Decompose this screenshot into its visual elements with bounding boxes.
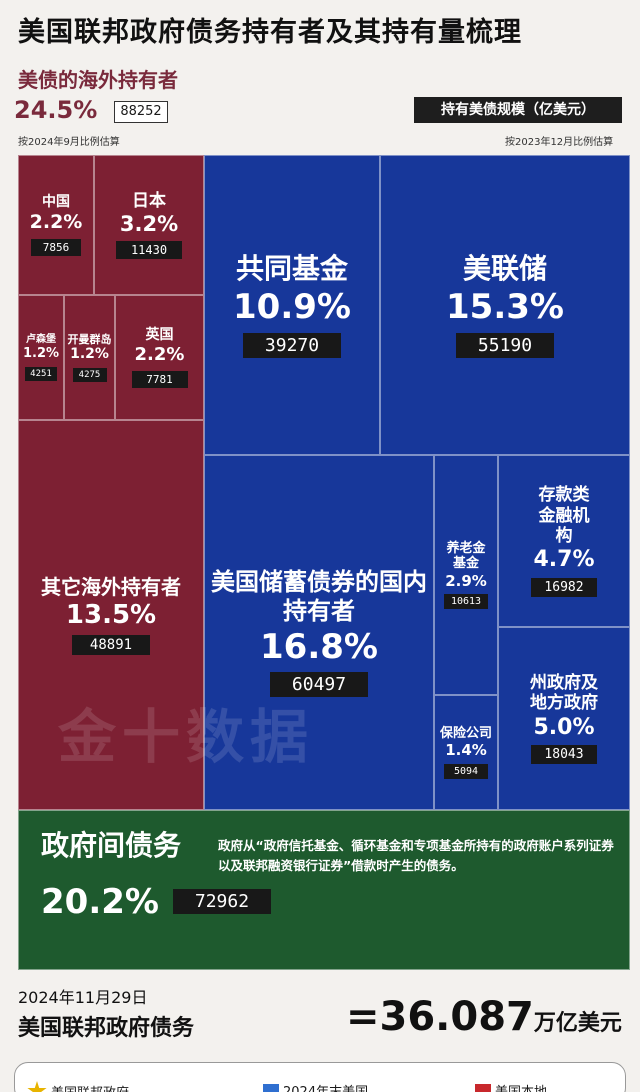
cell-state-local: 州政府及地方政府 5.0% 18043 (498, 627, 630, 810)
star-icon (27, 1081, 47, 1092)
cell-amount: 55190 (456, 332, 554, 358)
cell-amount: 60497 (270, 672, 368, 698)
scale-label: 持有美债规模（亿美元） (414, 97, 622, 123)
date-label: 2024年11月29日 (18, 988, 148, 1007)
legend: 美国联邦政府 2024年末美国 美国本地 (14, 1062, 626, 1092)
cell-pct: 10.9% (233, 287, 351, 328)
cell-amount: 4251 (25, 366, 57, 381)
cell-amount: 4275 (72, 367, 107, 382)
cell-label: 州政府及地方政府 (530, 672, 598, 714)
intragovernmental-note: 政府从“政府信托基金、循环基金和专项基金所持有的政府账户系列证券以及联邦融资银行… (218, 838, 614, 873)
cell-pct: 2.9% (445, 571, 487, 590)
cell-pct: 5.0% (533, 714, 595, 740)
domestic-estimate-note: 按2023年12月比例估算 (505, 137, 614, 148)
legend-label: 美国联邦政府 (51, 1082, 129, 1092)
cell-luxembourg: 卢森堡 1.2% 4251 (18, 295, 64, 420)
cell-label: 英国 (145, 327, 174, 344)
cell-pct: 15.3% (446, 287, 564, 328)
cell-pension-funds: 养老金基金 2.9% 10613 (434, 455, 498, 695)
foreign-holders-heading: 美债的海外持有者 (18, 68, 178, 92)
cell-label: 存款类金融机构 (538, 485, 590, 546)
foreign-holders-amount: 88252 (114, 101, 168, 123)
cell-pct: 1.2% (22, 346, 60, 362)
cell-amount: 11430 (116, 241, 182, 260)
cell-amount: 5094 (444, 764, 488, 780)
cell-pct: 4.7% (533, 547, 595, 573)
cell-mutual-funds: 共同基金 10.9% 39270 (204, 155, 380, 455)
cell-label: 保险公司 (439, 725, 492, 741)
legend-label: 2024年末美国 (283, 1081, 368, 1092)
cell-savings-bonds: 美国储蓄债券的国内持有者 16.8% 60497 (204, 455, 434, 810)
cell-amount: 48891 (72, 635, 150, 656)
legend-swatch (475, 1083, 491, 1092)
cell-amount: 7781 (131, 370, 188, 388)
cell-label: 政府间债务 (41, 829, 182, 862)
cell-depository: 存款类金融机构 4.7% 16982 (498, 455, 630, 627)
watermark: 金十数据 (58, 703, 315, 771)
foreign-holders-pct: 24.5% (14, 96, 98, 124)
cell-label: 美国储蓄债券的国内持有者 (211, 567, 427, 625)
cell-label: 共同基金 (235, 252, 348, 286)
legend-swatch (263, 1083, 279, 1092)
cell-amount: 10613 (444, 594, 488, 610)
cell-label: 日本 (132, 190, 166, 211)
foreign-estimate-note: 按2024年9月比例估算 (18, 137, 120, 148)
total-debt-number: =36.087 (346, 994, 534, 1040)
cell-label: 养老金基金 (446, 540, 486, 572)
cell-pct: 1.2% (70, 346, 109, 363)
total-debt-value: =36.087万亿美元 (346, 994, 622, 1040)
cell-china: 中国 2.2% 7856 (18, 155, 94, 295)
cell-pct: 16.8% (260, 626, 378, 667)
cell-amount: 16982 (531, 577, 597, 597)
cell-label: 美联储 (462, 252, 547, 286)
cell-label: 卢森堡 (26, 334, 56, 346)
cell-pct: 2.2% (29, 211, 83, 234)
cell-label: 其它海外持有者 (41, 574, 181, 599)
total-debt-label: 美国联邦政府债务 (18, 1016, 195, 1041)
cell-label: 中国 (42, 194, 70, 211)
legend-item: 美国本地 (475, 1081, 547, 1092)
cell-label: 开曼群岛 (67, 333, 112, 347)
cell-japan: 日本 3.2% 11430 (94, 155, 204, 295)
cell-amount: 72962 (172, 889, 271, 915)
cell-amount: 18043 (531, 745, 597, 765)
cell-pct: 20.2% (41, 881, 159, 922)
page-title: 美国联邦政府债务持有者及其持有量梳理 (18, 17, 522, 48)
legend-item: 美国联邦政府 (27, 1081, 129, 1092)
cell-pct: 13.5% (65, 599, 157, 630)
cell-pct: 3.2% (119, 212, 179, 237)
cell-other-foreign: 其它海外持有者 13.5% 48891 (18, 420, 204, 810)
total-debt-unit: 万亿美元 (533, 1011, 622, 1036)
cell-uk: 英国 2.2% 7781 (115, 295, 204, 420)
cell-amount: 7856 (31, 238, 81, 256)
cell-federal-reserve: 美联储 15.3% 55190 (380, 155, 630, 455)
legend-label: 美国本地 (495, 1081, 547, 1092)
cell-amount: 39270 (243, 332, 341, 358)
cell-intragovernmental: 政府间债务 20.2% 72962 (18, 810, 630, 970)
cell-pct: 2.2% (134, 344, 185, 366)
treemap: 中国 2.2% 7856 日本 3.2% 11430 卢森堡 1.2% 4251 开曼群岛 1.2%… (18, 155, 630, 970)
cell-insurance: 保险公司 1.4% 5094 (434, 695, 498, 810)
cell-cayman: 开曼群岛 1.2% 4275 (64, 295, 115, 420)
legend-item: 2024年末美国 (263, 1081, 368, 1092)
cell-pct: 1.4% (445, 741, 487, 760)
